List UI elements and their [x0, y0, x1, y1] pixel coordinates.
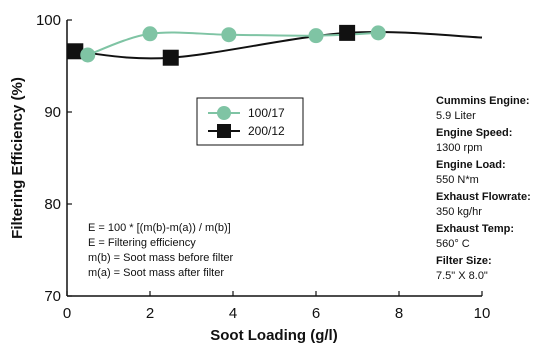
- y-tick-label: 80: [44, 196, 61, 213]
- point-100-17: [80, 47, 96, 63]
- point-200-12: [339, 24, 356, 41]
- point-100-17: [370, 25, 386, 41]
- y-tick-label: 100: [36, 12, 61, 29]
- equation-note: E = 100 * [(m(b)-m(a)) / m(b)] E = Filte…: [88, 222, 234, 279]
- info-value-temp: 560° C: [436, 238, 470, 250]
- legend-label-200-12: 200/12: [248, 124, 285, 138]
- point-100-17: [308, 28, 324, 44]
- equation-line-2: E = Filtering efficiency: [88, 237, 196, 249]
- x-tick-label: 10: [474, 305, 491, 322]
- x-axis-title: Soot Loading (g/l): [210, 327, 337, 344]
- point-100-17: [142, 26, 158, 42]
- info-label-speed: Engine Speed:: [436, 127, 512, 139]
- series-layer: [67, 24, 483, 66]
- info-label-temp: Exhaust Temp:: [436, 223, 514, 235]
- info-value-load: 550 N*m: [436, 174, 479, 186]
- series-line-200-12: [75, 30, 483, 60]
- x-tick-label: 6: [312, 305, 320, 322]
- info-label-engine: Cummins Engine:: [436, 95, 530, 107]
- point-200-12: [162, 49, 179, 66]
- info-value-flowrate: 350 kg/hr: [436, 206, 482, 218]
- info-label-flowrate: Exhaust Flowrate:: [436, 191, 531, 203]
- axis-ticks: 0 2 4 6 8 10 70 80 90 100: [36, 12, 490, 322]
- legend-box: [196, 97, 304, 146]
- equation-line-1: E = 100 * [(m(b)-m(a)) / m(b)]: [88, 222, 231, 234]
- x-tick-label: 8: [395, 305, 403, 322]
- engine-info: Cummins Engine: 5.9 Liter Engine Speed: …: [436, 95, 531, 282]
- legend: 100/17 200/12: [196, 97, 304, 146]
- info-value-speed: 1300 rpm: [436, 142, 482, 154]
- info-label-filter: Filter Size:: [436, 255, 492, 267]
- info-label-load: Engine Load:: [436, 159, 506, 171]
- equation-line-3: m(b) = Soot mass before filter: [88, 252, 234, 264]
- x-tick-label: 4: [229, 305, 237, 322]
- legend-label-100-17: 100/17: [248, 106, 285, 120]
- point-100-17: [221, 27, 237, 43]
- y-tick-label: 90: [44, 104, 61, 121]
- equation-line-4: m(a) = Soot mass after filter: [88, 267, 224, 279]
- info-value-filter: 7.5" X 8.0": [436, 270, 488, 282]
- x-tick-label: 2: [146, 305, 154, 322]
- legend-marker-100-17: [217, 106, 231, 120]
- x-tick-label: 0: [63, 305, 71, 322]
- y-tick-label: 70: [44, 288, 61, 305]
- point-200-12: [67, 43, 84, 60]
- legend-marker-200-12: [217, 124, 231, 138]
- y-axis-title: Filtering Efficiency (%): [9, 77, 26, 239]
- info-value-engine: 5.9 Liter: [436, 110, 476, 122]
